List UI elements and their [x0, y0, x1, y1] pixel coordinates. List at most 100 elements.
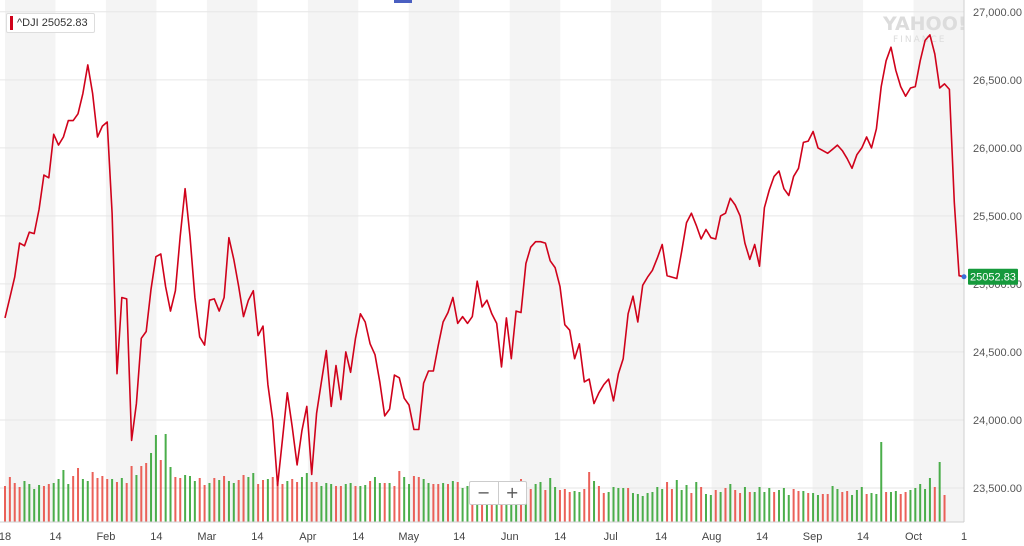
volume-bar [81, 479, 84, 522]
volume-bar [77, 468, 80, 522]
x-tick-label: May [398, 531, 419, 543]
zoom-in-button[interactable]: + [497, 482, 527, 504]
x-tick-label: 14 [352, 531, 364, 543]
volume-bar [106, 479, 109, 522]
volume-bar [495, 488, 498, 522]
volume-bar [748, 492, 751, 522]
legend-value: 25052.83 [41, 17, 88, 29]
y-tick-label: 23,500.00 [973, 483, 1022, 495]
volume-bar [28, 484, 31, 522]
volume-bar [549, 478, 552, 522]
volume-bar [296, 482, 299, 522]
volume-bar [651, 492, 654, 522]
volume-bar [588, 472, 591, 522]
volume-bar [412, 476, 415, 522]
volume-bar [388, 483, 391, 522]
volume-bar [339, 486, 342, 522]
legend-symbol: ^DJI [17, 17, 39, 29]
volume-bars [4, 434, 946, 522]
volume-bar [451, 481, 454, 522]
legend[interactable]: ^DJI 25052.83 [6, 13, 95, 33]
volume-bar [62, 470, 65, 522]
volume-bar [242, 475, 245, 522]
volume-bar [174, 477, 177, 522]
volume-bar [286, 481, 289, 522]
volume-bar [305, 473, 308, 522]
volume-bar [753, 492, 756, 522]
x-tick-label: 14 [150, 531, 162, 543]
x-tick-label: 1 [961, 531, 967, 543]
volume-bar [42, 486, 45, 522]
volume-bar [743, 487, 746, 522]
volume-bar [184, 475, 187, 522]
volume-bar [52, 483, 55, 522]
volume-bar [115, 482, 118, 522]
volume-bar [778, 490, 781, 522]
x-tick-label: Oct [905, 531, 922, 543]
volume-bar [855, 490, 858, 522]
volume-bar [456, 482, 459, 522]
volume-bar [675, 480, 678, 522]
volume-bar [432, 484, 435, 522]
volume-bar [943, 495, 946, 522]
volume-bar [597, 486, 600, 522]
volume-bar [383, 483, 386, 522]
volume-bar [18, 487, 21, 522]
volume-bar [266, 479, 269, 522]
x-tick-label: 14 [49, 531, 61, 543]
volume-bar [826, 494, 829, 522]
last-value-label: 25052.83 [970, 272, 1016, 284]
volume-bar [408, 484, 411, 522]
volume-bar [534, 484, 537, 522]
volume-bar [373, 477, 376, 522]
volume-bar [101, 476, 104, 522]
volume-bar [461, 488, 464, 522]
volume-bar [612, 487, 615, 522]
volume-bar [919, 484, 922, 522]
volume-bar [13, 483, 16, 522]
volume-bar [125, 483, 128, 522]
volume-bar [602, 493, 605, 522]
volume-bar [933, 487, 936, 522]
volume-bar [695, 482, 698, 522]
month-band [408, 0, 460, 522]
volume-bar [763, 492, 766, 522]
volume-bar [291, 479, 294, 522]
volume-bar [325, 483, 328, 522]
volume-bar [816, 495, 819, 522]
volume-bar [899, 494, 902, 522]
volume-bar [646, 493, 649, 522]
y-tick-label: 24,000.00 [973, 415, 1022, 427]
volume-bar [398, 471, 401, 522]
x-tick-label: Mar [197, 531, 216, 543]
month-band [206, 0, 258, 522]
volume-bar [232, 483, 235, 522]
volume-bar [111, 479, 114, 522]
volume-bar [57, 479, 60, 522]
x-tick-label: 18 [0, 531, 11, 543]
y-tick-label: 24,500.00 [973, 347, 1022, 359]
y-tick-label: 27,000.00 [973, 7, 1022, 19]
volume-bar [719, 492, 722, 522]
volume-bar [369, 481, 372, 522]
volume-bar [203, 485, 206, 522]
volume-bar [802, 491, 805, 522]
range-indicator [394, 0, 412, 3]
volume-bar [247, 477, 250, 522]
price-line [4, 34, 965, 487]
volume-bar [641, 496, 644, 522]
volume-bar [364, 485, 367, 522]
volume-bar [276, 483, 279, 522]
price-line-group [4, 34, 965, 487]
volume-bar [636, 494, 639, 522]
volume-bar [894, 491, 897, 522]
volume-bar [378, 483, 381, 522]
zoom-out-button[interactable]: − [470, 482, 498, 504]
month-band [812, 0, 864, 522]
volume-bar [739, 493, 742, 522]
volume-bar [631, 493, 634, 522]
volume-bar [568, 492, 571, 522]
month-band [610, 0, 662, 522]
volume-bar [198, 478, 201, 522]
